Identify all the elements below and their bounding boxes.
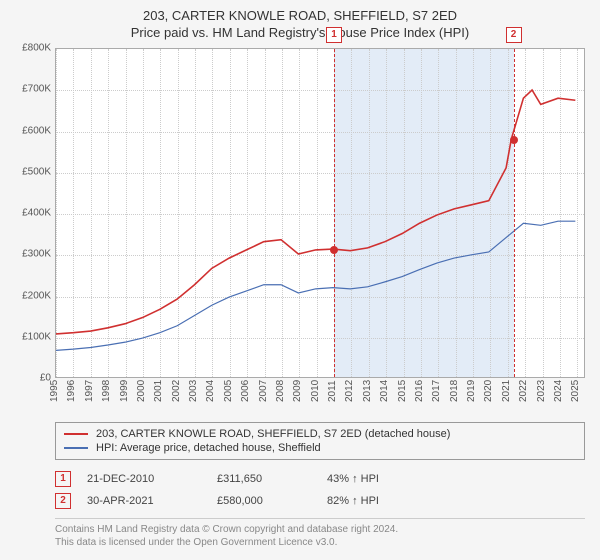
y-axis: £0£100K£200K£300K£400K£500K£600K£700K£80… [10, 48, 55, 378]
x-tick-label: 2013 [362, 380, 373, 402]
x-tick-label: 2014 [379, 380, 390, 402]
x-tick-label: 2024 [553, 380, 564, 402]
legend-label: HPI: Average price, detached house, Shef… [96, 442, 321, 454]
x-tick-label: 1995 [49, 380, 60, 402]
sales-table: 1 21-DEC-2010£311,65043% ↑ HPI 2 30-APR-202… [55, 468, 585, 512]
legend-swatch [64, 433, 88, 435]
x-tick-label: 2023 [536, 380, 547, 402]
x-tick-label: 2003 [188, 380, 199, 402]
x-tick-label: 2019 [466, 380, 477, 402]
y-tick-label: £600K [22, 125, 51, 136]
x-tick-label: 2017 [431, 380, 442, 402]
plot-area: 12 [55, 48, 585, 378]
sale-marker [330, 246, 338, 254]
x-tick-label: 2016 [414, 380, 425, 402]
x-tick-label: 1998 [101, 380, 112, 402]
x-tick-label: 2018 [449, 380, 460, 402]
sale-callout: 2 [506, 27, 522, 43]
sale-number-box: 2 [55, 493, 71, 509]
chart-container: 203, CARTER KNOWLE ROAD, SHEFFIELD, S7 2… [0, 0, 600, 560]
sale-number-box: 1 [55, 471, 71, 487]
y-tick-label: £100K [22, 331, 51, 342]
sale-date: 21-DEC-2010 [87, 473, 217, 485]
x-tick-label: 1996 [66, 380, 77, 402]
legend: 203, CARTER KNOWLE ROAD, SHEFFIELD, S7 2… [55, 422, 585, 460]
series-line [56, 90, 575, 334]
x-tick-label: 2011 [327, 380, 338, 402]
legend-item: 203, CARTER KNOWLE ROAD, SHEFFIELD, S7 2… [64, 427, 576, 441]
y-tick-label: £200K [22, 290, 51, 301]
x-tick-label: 2020 [483, 380, 494, 402]
chart-subtitle: Price paid vs. HM Land Registry's House … [10, 25, 590, 40]
x-tick-label: 2002 [171, 380, 182, 402]
x-tick-label: 2007 [258, 380, 269, 402]
y-tick-label: £400K [22, 208, 51, 219]
series-line [56, 221, 575, 350]
x-tick-label: 2010 [310, 380, 321, 402]
footer-line1: Contains HM Land Registry data © Crown c… [55, 523, 585, 536]
sale-price: £580,000 [217, 495, 327, 507]
y-tick-label: £800K [22, 43, 51, 54]
sale-date: 30-APR-2021 [87, 495, 217, 507]
x-tick-label: 2025 [570, 380, 581, 402]
x-tick-label: 2001 [153, 380, 164, 402]
sale-callout: 1 [326, 27, 342, 43]
footer: Contains HM Land Registry data © Crown c… [55, 518, 585, 549]
y-tick-label: £500K [22, 166, 51, 177]
x-tick-label: 2021 [501, 380, 512, 402]
chart-title: 203, CARTER KNOWLE ROAD, SHEFFIELD, S7 2… [10, 8, 590, 23]
x-tick-label: 2004 [205, 380, 216, 402]
y-tick-label: £700K [22, 84, 51, 95]
x-tick-label: 2012 [344, 380, 355, 402]
x-tick-label: 2015 [397, 380, 408, 402]
sale-marker [510, 136, 518, 144]
sale-diff: 43% ↑ HPI [327, 473, 379, 485]
legend-label: 203, CARTER KNOWLE ROAD, SHEFFIELD, S7 2… [96, 428, 450, 440]
x-axis: 1995199619971998199920002001200220032004… [55, 380, 585, 418]
line-series [56, 49, 584, 377]
sale-vline [514, 49, 515, 377]
chart-area: £0£100K£200K£300K£400K£500K£600K£700K£80… [10, 48, 590, 418]
x-tick-label: 1997 [84, 380, 95, 402]
legend-swatch [64, 447, 88, 449]
sale-row: 2 30-APR-2021£580,00082% ↑ HPI [55, 490, 585, 512]
sale-vline [334, 49, 335, 377]
y-tick-label: £300K [22, 249, 51, 260]
sale-row: 1 21-DEC-2010£311,65043% ↑ HPI [55, 468, 585, 490]
x-tick-label: 2022 [518, 380, 529, 402]
footer-line2: This data is licensed under the Open Gov… [55, 536, 585, 549]
x-tick-label: 1999 [119, 380, 130, 402]
sale-diff: 82% ↑ HPI [327, 495, 379, 507]
legend-item: HPI: Average price, detached house, Shef… [64, 441, 576, 455]
x-tick-label: 2009 [292, 380, 303, 402]
x-tick-label: 2005 [223, 380, 234, 402]
sale-price: £311,650 [217, 473, 327, 485]
x-tick-label: 2000 [136, 380, 147, 402]
x-tick-label: 2006 [240, 380, 251, 402]
x-tick-label: 2008 [275, 380, 286, 402]
